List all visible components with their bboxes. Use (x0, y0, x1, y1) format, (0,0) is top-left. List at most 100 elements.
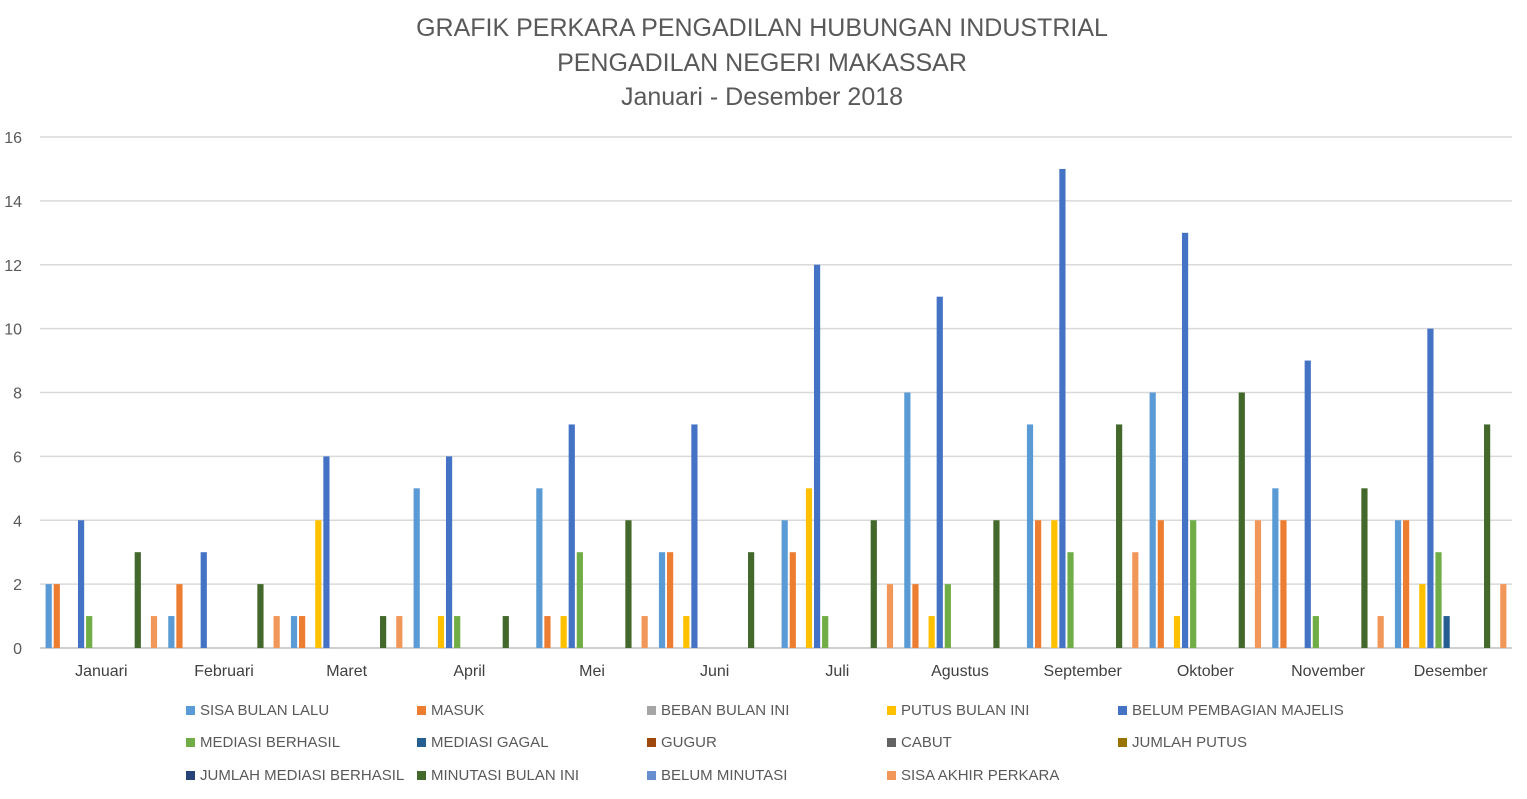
legend-swatch (186, 771, 195, 780)
bar (625, 520, 632, 648)
bar (789, 552, 796, 648)
bar (1403, 520, 1410, 648)
x-category-label: Januari (75, 663, 127, 680)
bar (568, 424, 575, 648)
chart-title: GRAFIK PERKARA PENGADILAN HUBUNGAN INDUS… (416, 14, 1108, 111)
legend-swatch (1118, 706, 1127, 715)
bar (445, 456, 453, 649)
bar (1059, 168, 1066, 648)
bar (1051, 520, 1058, 648)
bar (544, 616, 551, 648)
legend-label: SISA BULAN LALU (200, 702, 329, 719)
y-tick-label: 14 (4, 194, 22, 211)
bar (380, 616, 387, 648)
bar (1500, 584, 1507, 649)
legend: SISA BULAN LALU MASUK BEBAN BULAN INI PUTUS… (186, 702, 1344, 784)
bar (1181, 232, 1189, 648)
bar (290, 616, 298, 648)
legend-item: JUMLAH PUTUS (1118, 734, 1247, 751)
bar (502, 616, 509, 648)
x-axis-categories: Januari Februari Maret April Mei Juni Juli Agus… (75, 663, 1488, 680)
bar (1443, 616, 1450, 648)
x-category-label: Mei (579, 663, 605, 680)
bar (273, 616, 280, 648)
bar (1116, 424, 1123, 648)
legend-label: MINUTASI BULAN INI (431, 767, 579, 784)
bar (176, 584, 183, 649)
bar (1132, 552, 1139, 648)
bar (1361, 488, 1368, 648)
bar (912, 584, 919, 649)
bar (45, 584, 52, 649)
legend-swatch (647, 706, 656, 715)
bar (1254, 520, 1262, 648)
legend-swatch (887, 706, 896, 715)
bar (667, 552, 674, 648)
bar (683, 616, 690, 648)
bar (53, 584, 60, 649)
legend-label: JUMLAH MEDIASI BERHASIL (200, 767, 404, 784)
bar (437, 616, 445, 648)
bar (1394, 520, 1402, 648)
bar (413, 488, 420, 648)
bar (1272, 488, 1279, 648)
y-tick-label: 8 (13, 386, 22, 403)
y-tick-label: 6 (13, 449, 22, 466)
legend-swatch (186, 706, 195, 715)
legend-item: GUGUR (647, 734, 717, 751)
bar (257, 584, 264, 649)
legend-label: MASUK (431, 702, 484, 719)
bar (315, 520, 322, 648)
x-category-label: Desember (1414, 663, 1488, 680)
bar (870, 520, 877, 648)
bar (691, 424, 698, 648)
y-tick-label: 16 (4, 130, 22, 147)
bar (781, 520, 788, 648)
bar (1312, 616, 1319, 648)
bar (1149, 392, 1156, 648)
bar (904, 392, 911, 648)
bar (396, 616, 403, 648)
legend-swatch (1118, 738, 1127, 747)
legend-item: BELUM PEMBAGIAN MAJELIS (1118, 702, 1344, 719)
bar (536, 488, 543, 648)
x-category-label: Agustus (931, 663, 989, 680)
legend-swatch (417, 738, 426, 747)
legend-label: BELUM PEMBAGIAN MAJELIS (1132, 702, 1344, 719)
bar (1304, 360, 1311, 648)
legend-label: SISA AKHIR PERKARA (901, 767, 1059, 784)
bar (1173, 616, 1181, 648)
y-tick-label: 2 (13, 577, 22, 594)
legend-item: BELUM MINUTASI (647, 767, 787, 784)
bar (936, 296, 943, 648)
x-category-label: Oktober (1177, 663, 1235, 680)
bar (150, 616, 158, 648)
legend-swatch (647, 771, 656, 780)
bar (928, 616, 935, 648)
bar (748, 552, 755, 648)
bar (576, 552, 583, 648)
bar (1419, 584, 1426, 649)
legend-item: SISA AKHIR PERKARA (887, 767, 1059, 784)
legend-item: BEBAN BULAN INI (647, 702, 789, 719)
bar (1435, 552, 1442, 648)
chart-title-line-3: Januari - Desember 2018 (621, 83, 903, 111)
legend-item: PUTUS BULAN INI (887, 702, 1029, 719)
legend-label: PUTUS BULAN INI (901, 702, 1029, 719)
legend-item: JUMLAH MEDIASI BERHASIL (186, 767, 404, 784)
legend-swatch (887, 738, 896, 747)
y-tick-label: 10 (4, 322, 22, 339)
x-category-label: November (1291, 663, 1365, 680)
bar (200, 552, 207, 648)
bar (1067, 552, 1074, 648)
legend-label: JUMLAH PUTUS (1132, 734, 1247, 751)
bar (805, 488, 813, 648)
x-category-label: Juni (700, 663, 729, 680)
bar (77, 520, 85, 648)
bar (1026, 424, 1034, 648)
legend-swatch (417, 706, 426, 715)
x-category-label: September (1044, 663, 1123, 680)
legend-swatch (186, 738, 195, 747)
chart-title-line-2: PENGADILAN NEGERI MAKASSAR (557, 49, 967, 77)
